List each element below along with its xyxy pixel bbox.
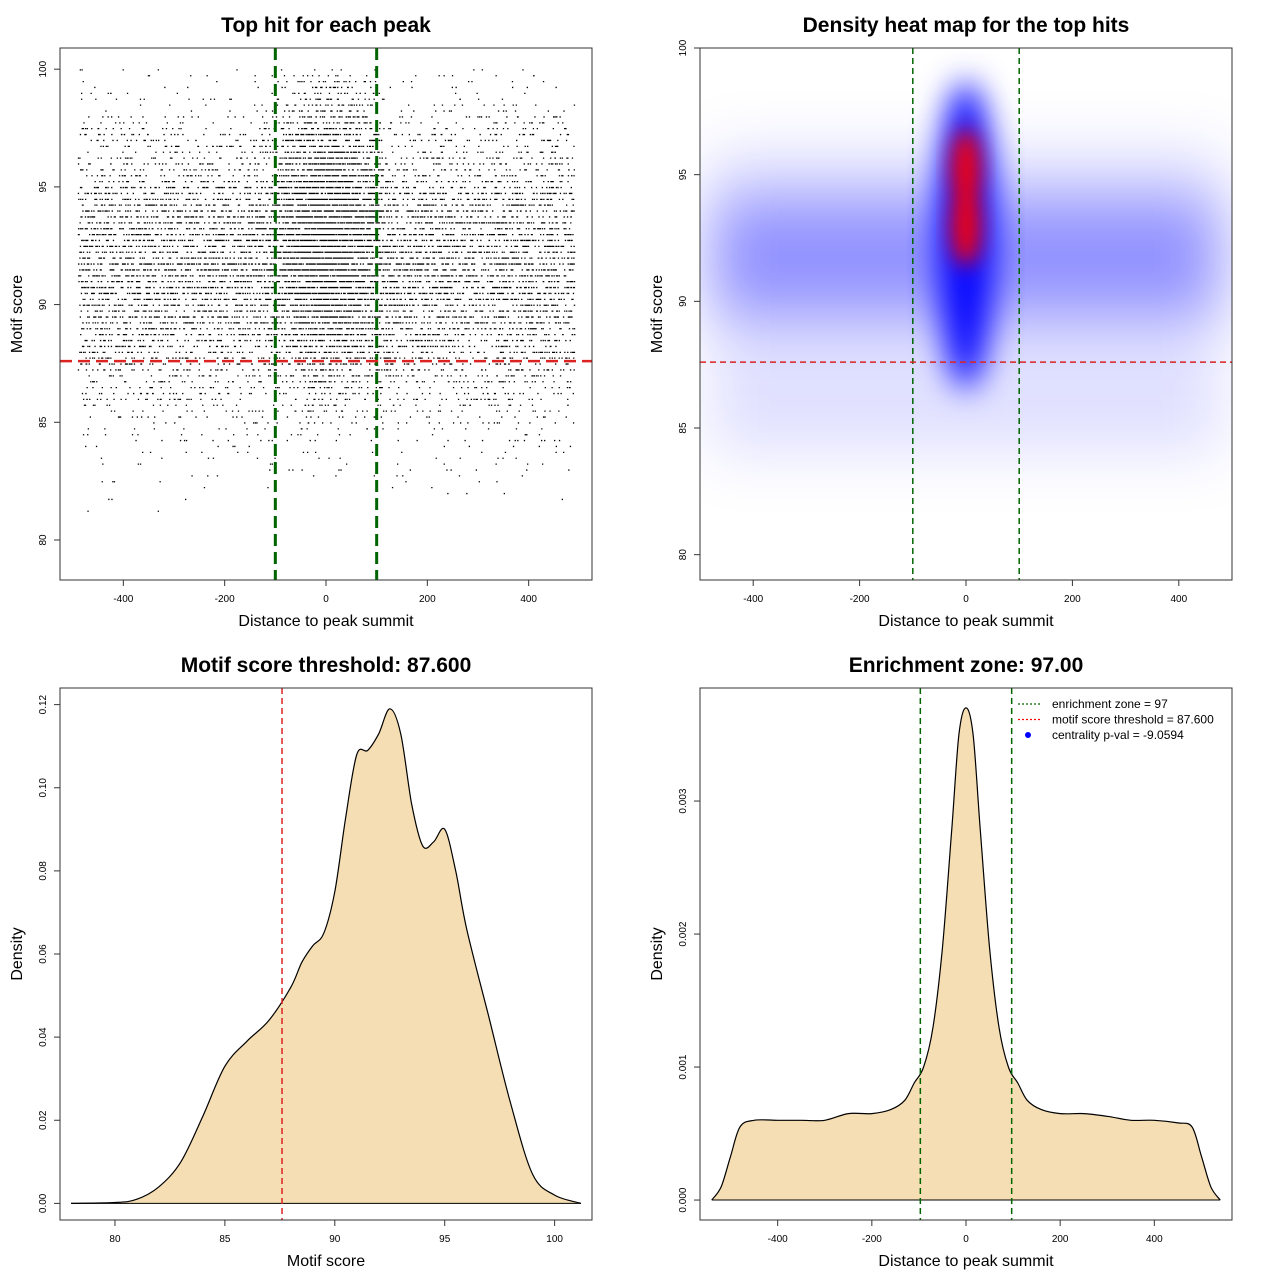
score-density-title: Motif score threshold: 87.600 — [181, 654, 472, 677]
x-tick-label: 400 — [1170, 594, 1187, 605]
x-tick-label: 85 — [219, 1234, 231, 1245]
legend-entry-label: motif score threshold = 87.600 — [1052, 713, 1214, 727]
x-tick-label: 95 — [439, 1234, 451, 1245]
x-tick-label: 80 — [109, 1234, 121, 1245]
x-tick-label: -400 — [768, 1234, 788, 1245]
y-tick-label: 90 — [678, 295, 689, 307]
y-tick-label: 0.000 — [678, 1187, 689, 1212]
y-tick-label: 95 — [38, 181, 49, 193]
scatter-x-label: Distance to peak summit — [238, 613, 414, 630]
y-tick-label: 95 — [678, 169, 689, 181]
density-fill — [70, 708, 582, 1204]
score-density-y-axis: 0.00 0.02 0.04 0.06 0.08 0.10 0.12 — [38, 694, 60, 1213]
distance-density-area-group — [711, 688, 1221, 1220]
distance-density-legend: enrichment zone = 97 motif score threshol… — [1018, 697, 1214, 742]
density-fill — [711, 707, 1221, 1201]
x-tick-label: 400 — [520, 594, 537, 605]
distance-density-title: Enrichment zone: 97.00 — [849, 654, 1084, 677]
panel-scatter: Top hit for each peak -400 -200 0 200 400 80… — [9, 14, 593, 630]
x-tick-label: -400 — [113, 594, 133, 605]
scatter-point-cloud — [77, 69, 576, 512]
scatter-y-axis: 80 85 90 95 100 — [38, 60, 60, 546]
x-tick-label: 100 — [546, 1234, 563, 1245]
x-tick-label: -200 — [862, 1234, 882, 1245]
y-tick-label: 0.00 — [38, 1193, 49, 1213]
panel-heatmap: Density heat map for the top hits -400 -2… — [649, 14, 1233, 630]
heatmap-density — [700, 48, 1232, 580]
y-tick-label: 80 — [38, 534, 49, 546]
heatmap-high-density — [951, 129, 981, 266]
heatmap-x-axis: -400 -200 0 200 400 — [743, 580, 1188, 605]
scatter-y-label: Motif score — [9, 275, 26, 353]
distance-density-x-label: Distance to peak summit — [878, 1253, 1054, 1270]
legend-entry-label: enrichment zone = 97 — [1052, 697, 1168, 711]
y-tick-label: 0.04 — [38, 1027, 49, 1047]
y-tick-label: 100 — [678, 39, 689, 56]
x-tick-label: 200 — [1064, 594, 1081, 605]
x-tick-label: -400 — [743, 594, 763, 605]
heatmap-title: Density heat map for the top hits — [803, 14, 1130, 37]
y-tick-label: 0.001 — [678, 1054, 689, 1079]
y-tick-label: 0.12 — [38, 694, 49, 714]
x-tick-label: -200 — [215, 594, 235, 605]
x-tick-label: 0 — [963, 1234, 969, 1245]
scatter-points — [77, 69, 576, 512]
density-curve — [711, 707, 1221, 1201]
y-tick-label: 80 — [678, 549, 689, 561]
distance-density-y-axis: 0.000 0.001 0.002 0.003 — [678, 788, 700, 1213]
x-tick-label: 0 — [323, 594, 329, 605]
x-tick-label: 0 — [963, 594, 969, 605]
y-tick-label: 85 — [678, 422, 689, 434]
x-tick-label: 90 — [329, 1234, 341, 1245]
heatmap-peak — [951, 184, 981, 266]
x-tick-label: 200 — [1052, 1234, 1069, 1245]
density-curve — [70, 708, 582, 1204]
scatter-title: Top hit for each peak — [221, 14, 431, 37]
scatter-plot-frame — [59, 47, 593, 581]
score-density-area-group — [70, 688, 582, 1220]
x-tick-label: -200 — [850, 594, 870, 605]
y-tick-label: 0.002 — [678, 921, 689, 946]
panel-score-density: Motif score threshold: 87.600 80 85 90 95 10… — [9, 654, 593, 1270]
y-tick-label: 90 — [38, 299, 49, 311]
distance-density-y-label: Density — [649, 927, 666, 980]
y-tick-label: 0.08 — [38, 861, 49, 881]
y-tick-label: 0.10 — [38, 778, 49, 798]
distance-density-x-axis: -400 -200 0 200 400 — [768, 1220, 1163, 1245]
y-tick-label: 100 — [38, 60, 49, 77]
y-tick-label: 0.003 — [678, 788, 689, 813]
heatmap-x-label: Distance to peak summit — [878, 613, 1054, 630]
legend-dot-marker — [1025, 732, 1031, 738]
scatter-x-axis: -400 -200 0 200 400 — [113, 580, 537, 605]
score-density-y-label: Density — [9, 927, 26, 980]
legend-entry-label: centrality p-val = -9.0594 — [1052, 728, 1184, 742]
y-tick-label: 0.06 — [38, 944, 49, 964]
heatmap-y-label: Motif score — [649, 275, 666, 353]
x-tick-label: 400 — [1146, 1234, 1163, 1245]
score-density-x-label: Motif score — [287, 1253, 365, 1270]
score-density-x-axis: 80 85 90 95 100 — [109, 1220, 563, 1245]
heatmap-y-axis: 80 85 90 95 100 — [678, 39, 700, 560]
panel-distance-density: Enrichment zone: 97.00 -400 -200 0 200 400 0… — [649, 654, 1233, 1270]
y-tick-label: 85 — [38, 416, 49, 428]
heatmap-peak — [951, 129, 981, 211]
y-tick-label: 0.02 — [38, 1110, 49, 1130]
x-tick-label: 200 — [419, 594, 436, 605]
